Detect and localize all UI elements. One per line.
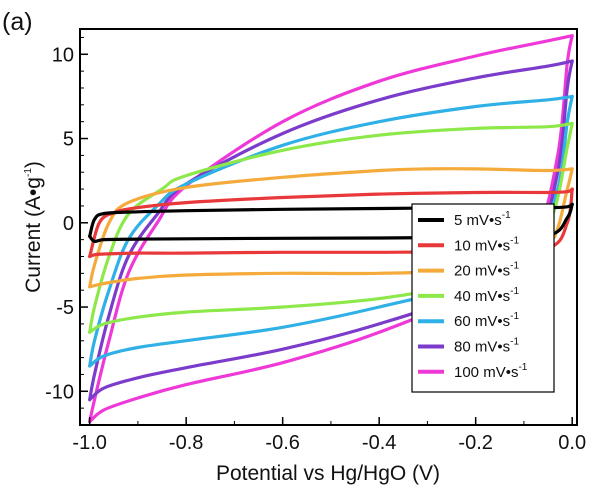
x-tick-label: -1.0 bbox=[72, 432, 106, 454]
x-tick-label: -0.4 bbox=[362, 432, 396, 454]
legend: 5 mV•s-1 10 mV•s-1 20 mV•s-1 40 mV•s-1 60 mV… bbox=[411, 203, 555, 393]
legend-item: 80 mV•s-1 bbox=[418, 337, 519, 356]
y-tick-label: 5 bbox=[63, 129, 74, 151]
y-tick-label: 0 bbox=[63, 213, 74, 235]
x-tick-label: -0.6 bbox=[265, 432, 299, 454]
y-axis-title-unit: g bbox=[22, 177, 45, 189]
series-6-cathodic-line bbox=[88, 34, 574, 424]
y-axis-ticks: -10 -5 0 5 10 bbox=[45, 36, 88, 409]
y-axis-title-close: ) bbox=[22, 161, 45, 168]
legend-label: 10 mV•s-1 bbox=[454, 235, 519, 254]
series-3-cathodic-line bbox=[88, 121, 574, 334]
legend-label: 20 mV•s-1 bbox=[454, 261, 519, 280]
series-2-anodic-line bbox=[88, 167, 574, 289]
panel-label: (a) bbox=[2, 8, 33, 36]
x-tick-label: 0.0 bbox=[558, 432, 586, 454]
series-5-cathodic-line bbox=[88, 59, 574, 402]
x-tick-label: -0.2 bbox=[458, 432, 492, 454]
legend-item: 40 mV•s-1 bbox=[418, 286, 519, 305]
legend-label: 5 mV•s-1 bbox=[454, 210, 511, 229]
legend-item: 100 mV•s-1 bbox=[418, 362, 528, 381]
y-axis-title-exponent: -1 bbox=[23, 168, 34, 177]
x-axis-ticks: -1.0 -0.8 -0.6 -0.4 -0.2 0.0 bbox=[72, 417, 586, 454]
y-tick-label: 10 bbox=[52, 44, 74, 66]
x-axis-title: Potential vs Hg/HgO (V) bbox=[216, 462, 440, 485]
legend-label: 100 mV•s-1 bbox=[454, 362, 528, 381]
legend-label: 60 mV•s-1 bbox=[454, 311, 519, 330]
legend-item: 60 mV•s-1 bbox=[418, 311, 519, 330]
y-tick-label: -10 bbox=[45, 381, 74, 403]
legend-item: 20 mV•s-1 bbox=[418, 261, 519, 280]
y-axis-title-main: Current (A bbox=[22, 196, 45, 293]
series-3 bbox=[88, 121, 574, 334]
x-tick-label: -0.8 bbox=[169, 432, 203, 454]
legend-label: 40 mV•s-1 bbox=[454, 286, 519, 305]
y-tick-label: -5 bbox=[56, 297, 74, 319]
legend-label: 80 mV•s-1 bbox=[454, 337, 519, 356]
y-axis-title: Current (A•g-1) bbox=[22, 161, 45, 293]
series-3-anodic-line bbox=[88, 121, 574, 334]
plot-frame bbox=[79, 28, 578, 426]
legend-item: 10 mV•s-1 bbox=[418, 235, 519, 254]
legend-item: 5 mV•s-1 bbox=[418, 210, 511, 229]
legend-items: 5 mV•s-1 10 mV•s-1 20 mV•s-1 40 mV•s-1 60 mV… bbox=[418, 210, 528, 381]
series-4-anodic-line bbox=[88, 94, 574, 368]
y-axis-title-dot: • bbox=[22, 189, 45, 196]
legend-box bbox=[411, 203, 555, 393]
